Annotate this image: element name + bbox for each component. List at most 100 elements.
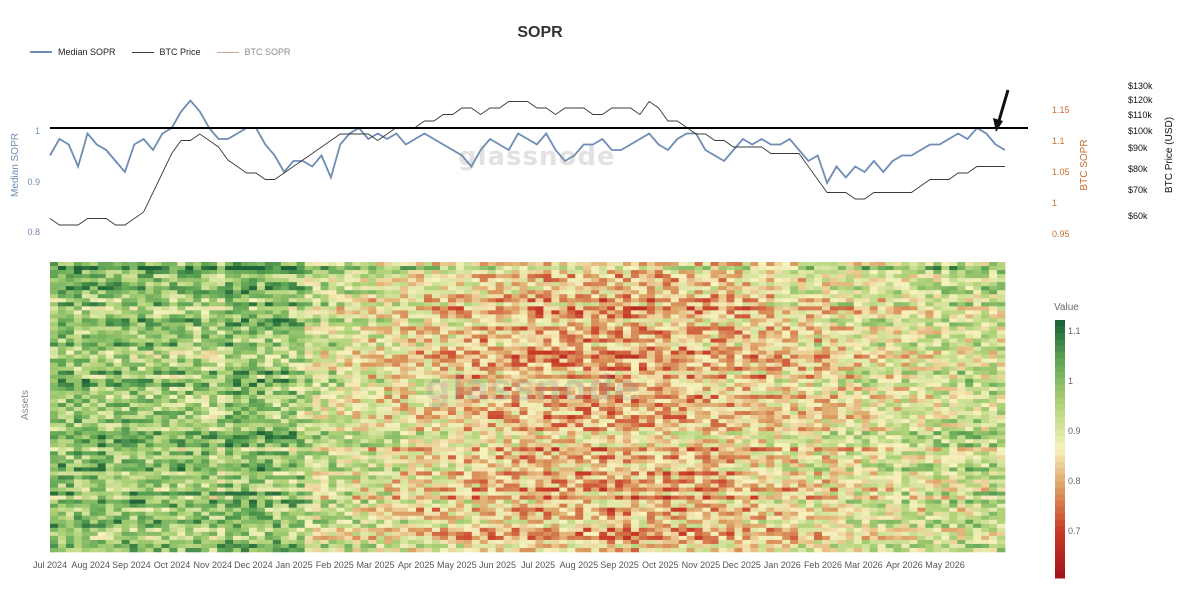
heatmap-cell (909, 398, 918, 404)
heatmap-cell (280, 398, 290, 404)
heatmap-cell (607, 278, 616, 283)
heatmap-cell (949, 262, 958, 267)
heatmap-cell (893, 326, 902, 331)
heatmap-cell (145, 370, 154, 376)
heatmap-cell (97, 302, 107, 307)
heatmap-cell (479, 314, 489, 319)
heatmap-cell (392, 386, 401, 392)
heatmap-cell (941, 322, 950, 327)
heatmap-cell (853, 310, 863, 315)
heatmap-cell (145, 326, 154, 331)
heatmap-cell (678, 394, 687, 400)
heatmap-cell (145, 342, 154, 347)
heatmap-cell (623, 314, 632, 319)
legend-item-btc-price[interactable]: BTC Price (131, 47, 201, 57)
heatmap-cell (654, 334, 664, 339)
heatmap-cell (447, 290, 457, 295)
heatmap-cell (591, 346, 600, 351)
heatmap-cell (328, 330, 337, 335)
heatmap-cell (997, 298, 1006, 303)
heatmap-cell (368, 274, 377, 279)
heatmap-cell (686, 390, 695, 396)
heatmap-cell (965, 334, 974, 339)
heatmap-cell (543, 358, 552, 363)
heatmap-cell (185, 370, 194, 376)
heatmap-cell (790, 310, 799, 315)
heatmap-cell (408, 302, 417, 307)
heatmap-cell (798, 322, 807, 327)
heatmap-cell (376, 318, 385, 323)
legend-item-btc-sopr[interactable]: BTC SOPR (216, 47, 291, 57)
heatmap-cell (312, 310, 321, 315)
heatmap-cell (185, 378, 194, 384)
heatmap-cell (909, 382, 918, 388)
heatmap-cell (296, 394, 305, 400)
heatmap-cell (328, 318, 337, 323)
heatmap-cell (201, 427, 210, 432)
heatmap-cell (845, 394, 855, 400)
heatmap-cell (455, 342, 465, 347)
heatmap-cell (360, 370, 369, 376)
heatmap-cell (360, 326, 369, 331)
heatmap-cell (861, 330, 871, 335)
heatmap-cell (591, 398, 600, 404)
heatmap-cell (543, 310, 552, 315)
heatmap-cell (861, 262, 871, 267)
heatmap-cell (989, 354, 998, 359)
heatmap-cell (734, 386, 743, 392)
heatmap-cell (702, 334, 711, 339)
heatmap-cell (65, 286, 75, 291)
heatmap-cell (439, 354, 449, 359)
heatmap-cell (344, 290, 353, 295)
heatmap-cell (400, 314, 409, 319)
heatmap-cell (57, 322, 67, 327)
heatmap-cell (113, 362, 122, 368)
heatmap-cell (790, 370, 799, 376)
heatmap-cell (105, 390, 114, 396)
heatmap-cell (312, 326, 321, 331)
heatmap-cell (185, 386, 194, 392)
heatmap-cell (312, 398, 321, 404)
heatmap-cell (209, 427, 218, 432)
heatmap-cell (718, 354, 727, 359)
heatmap-cell (169, 374, 178, 380)
heatmap-cell (161, 282, 170, 287)
heatmap-cell (217, 398, 226, 404)
heatmap-cell (957, 334, 966, 339)
heatmap-cell (439, 294, 449, 299)
heatmap-cell (678, 350, 687, 355)
heatmap-cell (774, 350, 783, 355)
heatmap-cell (925, 326, 934, 331)
heatmap-cell (89, 290, 99, 295)
heatmap-cell (320, 354, 329, 359)
heatmap-cell (718, 362, 727, 368)
heatmap-cell (129, 334, 138, 339)
heatmap-cell (551, 378, 560, 384)
heatmap-cell (97, 398, 107, 404)
heatmap-cell (829, 378, 839, 384)
heatmap-cell (113, 334, 122, 339)
heatmap-cell (583, 282, 592, 287)
heatmap-cell (638, 382, 648, 388)
heatmap-cell (225, 374, 234, 380)
heatmap-cell (360, 423, 369, 428)
heatmap-cell (105, 334, 114, 339)
heatmap-cell (145, 306, 154, 311)
heatmap-cell (583, 286, 592, 291)
heatmap-cell (607, 366, 616, 372)
heatmap-cell (463, 298, 473, 303)
heatmap-cell (288, 310, 298, 315)
heatmap-cell (551, 322, 560, 327)
heatmap-cell (304, 270, 313, 275)
heatmap-cell (479, 382, 489, 388)
heatmap-cell (463, 358, 473, 363)
heatmap-cell (758, 390, 767, 396)
legend-item-median-sopr[interactable]: Median SOPR (30, 47, 116, 57)
heatmap-cell (336, 402, 345, 408)
heatmap-cell (113, 354, 122, 359)
heatmap-cell (726, 358, 735, 363)
heatmap-cell (376, 266, 385, 271)
heatmap-cell (463, 314, 473, 319)
heatmap-cell (654, 358, 664, 363)
heatmap-cell (599, 326, 608, 331)
